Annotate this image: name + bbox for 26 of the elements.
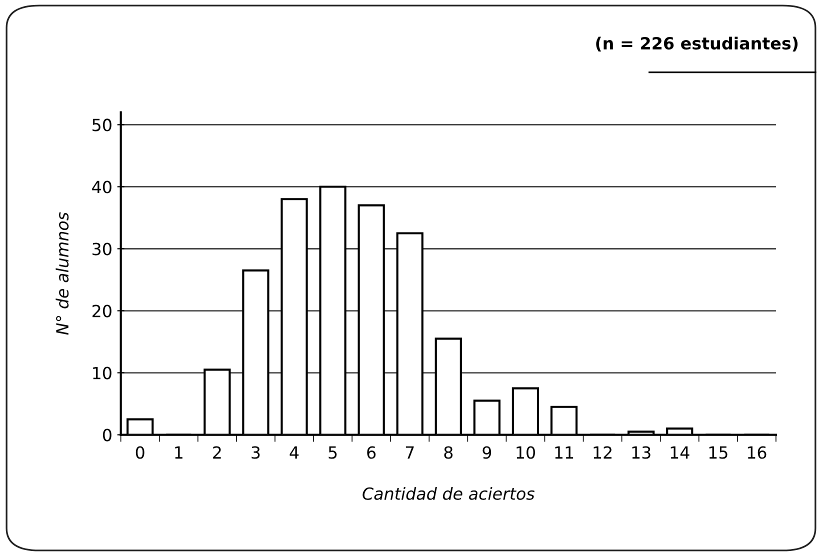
x-tick-label: 10	[516, 446, 535, 459]
x-tick-label: 11	[555, 446, 574, 459]
x-axis-title: Cantidad de aciertos	[362, 487, 535, 500]
x-tick-label: 3	[252, 446, 260, 459]
x-tick-label: 2	[213, 446, 221, 459]
y-tick-label: 10	[93, 366, 112, 380]
y-tick-label: 20	[92, 304, 112, 318]
y-tick-label: 30	[92, 242, 112, 256]
chart-title: (n = 226 estudiantes)	[596, 36, 798, 52]
x-tick-label: 12	[594, 446, 612, 459]
y-tick-label: 50	[92, 118, 112, 132]
y-tick-label: 40	[92, 180, 112, 194]
x-tick-label: 9	[482, 446, 492, 459]
x-tick-label: 7	[406, 446, 414, 459]
y-tick-label: 0	[102, 428, 112, 442]
x-tick-label: 0	[136, 446, 144, 459]
x-tick-label: 5	[328, 446, 337, 459]
x-tick-label: 6	[367, 446, 376, 459]
x-tick-label: 4	[290, 446, 299, 459]
x-tick-label: 16	[748, 446, 766, 459]
x-tick-label: 8	[444, 446, 453, 459]
y-axis-title: N° de alumnos	[56, 212, 69, 335]
x-tick-label: 1	[175, 446, 182, 459]
x-tick-label: 13	[632, 446, 650, 459]
x-tick-label: 15	[709, 446, 728, 459]
x-tick-label: 14	[670, 446, 690, 459]
